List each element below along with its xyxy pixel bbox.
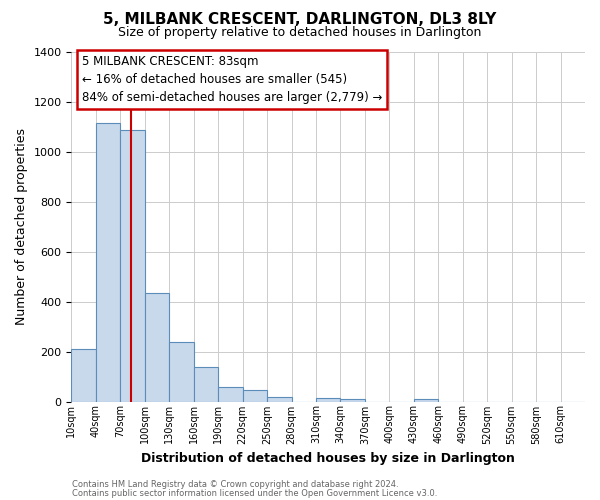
Bar xyxy=(218,386,242,402)
Bar xyxy=(242,390,267,402)
Bar xyxy=(96,123,121,402)
Bar xyxy=(169,342,194,402)
X-axis label: Distribution of detached houses by size in Darlington: Distribution of detached houses by size … xyxy=(141,452,515,465)
Bar xyxy=(340,399,365,402)
Bar xyxy=(71,349,96,402)
Y-axis label: Number of detached properties: Number of detached properties xyxy=(15,128,28,325)
Bar xyxy=(414,399,438,402)
Text: Size of property relative to detached houses in Darlington: Size of property relative to detached ho… xyxy=(118,26,482,39)
Text: 5, MILBANK CRESCENT, DARLINGTON, DL3 8LY: 5, MILBANK CRESCENT, DARLINGTON, DL3 8LY xyxy=(103,12,497,28)
Text: 5 MILBANK CRESCENT: 83sqm
← 16% of detached houses are smaller (545)
84% of semi: 5 MILBANK CRESCENT: 83sqm ← 16% of detac… xyxy=(82,55,382,104)
Bar xyxy=(316,398,340,402)
Bar xyxy=(267,396,292,402)
Bar xyxy=(121,130,145,402)
Text: Contains public sector information licensed under the Open Government Licence v3: Contains public sector information licen… xyxy=(72,488,437,498)
Bar xyxy=(194,366,218,402)
Text: Contains HM Land Registry data © Crown copyright and database right 2024.: Contains HM Land Registry data © Crown c… xyxy=(72,480,398,489)
Bar xyxy=(145,293,169,402)
